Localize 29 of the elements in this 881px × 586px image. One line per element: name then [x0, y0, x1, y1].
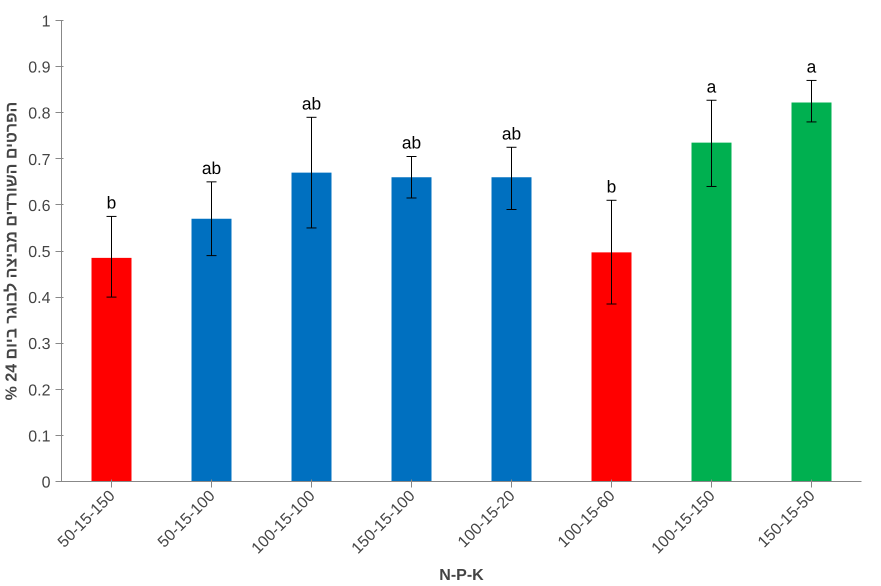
y-tick-label: 0.3	[28, 336, 51, 354]
y-tick-label: 0.9	[28, 60, 51, 77]
x-axis-title: N-P-K	[439, 566, 484, 584]
annotation: a	[806, 56, 817, 76]
bar	[592, 252, 632, 482]
annotation: b	[606, 176, 616, 196]
annotation: ab	[502, 123, 522, 144]
annotation: b	[106, 192, 116, 212]
y-tick-label: 0.6	[28, 198, 51, 215]
y-tick-label: 1	[42, 14, 51, 30]
bar	[492, 177, 532, 482]
y-tick-label: 0	[42, 474, 51, 492]
bar	[292, 172, 332, 482]
y-tick-label: 0.4	[28, 290, 51, 308]
annotation: a	[706, 76, 717, 96]
y-tick-label: 0.5	[28, 244, 51, 261]
bar	[192, 218, 232, 482]
bar	[792, 102, 832, 482]
bar	[692, 142, 732, 482]
y-tick-label: 0.7	[28, 152, 51, 169]
annotation: ab	[402, 132, 422, 152]
annotation: ab	[302, 93, 322, 114]
y-tick-label: 0.1	[28, 428, 51, 446]
annotation: ab	[202, 158, 222, 178]
y-axis-title: % הפרטים השורדים מביצה לבוגר ביום 24	[2, 102, 20, 400]
y-tick-label: 0.8	[28, 106, 51, 123]
bar	[92, 258, 132, 482]
bar	[392, 177, 432, 482]
y-tick-label: 0.2	[28, 382, 51, 400]
